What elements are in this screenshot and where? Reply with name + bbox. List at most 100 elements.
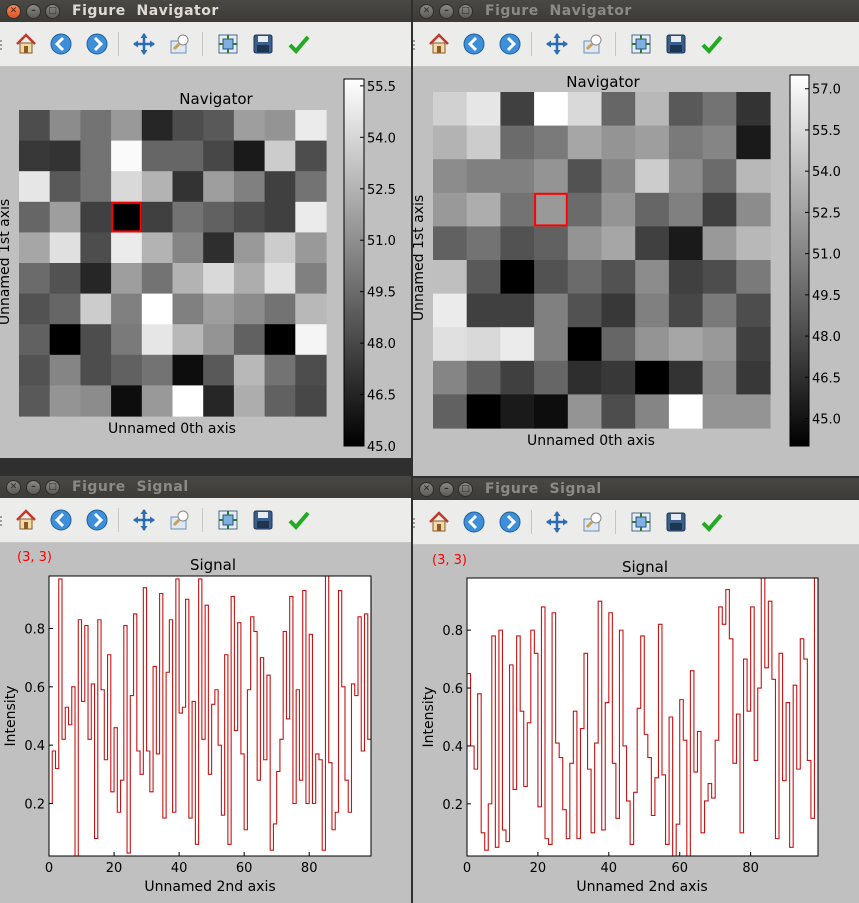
close-window-button[interactable]: ✕: [6, 480, 21, 495]
x-tick-label: 20: [530, 861, 547, 876]
figure-canvas[interactable]: (3, 3) Signal 0 20 40 60 80 0.2 0.4 0.6 0.8 Unnamed…: [0, 543, 411, 903]
pan-button[interactable]: [131, 507, 157, 533]
minimize-window-button[interactable]: –: [26, 4, 41, 19]
coordinate-label: (3, 3): [17, 550, 52, 565]
heatmap-cell: [233, 263, 266, 295]
pan-button[interactable]: [544, 31, 570, 57]
maximize-window-button[interactable]: □: [45, 480, 60, 495]
heatmap-cell: [264, 171, 296, 203]
maximize-window-button[interactable]: □: [45, 4, 60, 19]
heatmap-cell: [668, 192, 704, 227]
signal-plot[interactable]: (3, 3) Signal 0 20 40 60 80 0.2 0.4 0.6 0.8 Unnamed…: [413, 545, 859, 903]
close-window-button[interactable]: ✕: [419, 482, 434, 497]
heatmap-cell: [172, 385, 204, 417]
close-window-button[interactable]: ✕: [6, 4, 21, 19]
toolbar-grip[interactable]: [413, 518, 419, 528]
zoom-button[interactable]: [580, 509, 606, 535]
heatmap-cell: [601, 226, 636, 261]
heatmap-cell: [601, 293, 636, 328]
window-titlebar[interactable]: ✕ – □ Figure Signal: [0, 476, 411, 498]
figure-toolbar: [413, 22, 859, 67]
subplots-button[interactable]: [215, 507, 241, 533]
y-axis-label: Unnamed 1st axis: [413, 195, 427, 321]
save-icon: [253, 34, 273, 54]
heatmap-cell: [736, 226, 771, 261]
heatmap-cell: [668, 260, 704, 295]
toolbar-separator: [118, 32, 119, 56]
maximize-window-button[interactable]: □: [458, 4, 473, 19]
heatmap-cell: [534, 192, 569, 227]
save-button[interactable]: [250, 31, 276, 57]
figure-canvas[interactable]: (3, 3) Signal 0 20 40 60 80 0.2 0.4 0.6 0.8 Unnamed…: [413, 545, 859, 903]
heatmap-cell: [601, 159, 636, 194]
plot-axes: [48, 575, 372, 857]
toolbar-separator: [615, 510, 616, 534]
heatmap-cell: [668, 360, 704, 395]
home-button[interactable]: [13, 31, 39, 57]
back-button[interactable]: [461, 509, 487, 535]
zoom-button[interactable]: [167, 31, 193, 57]
checkmark-button[interactable]: [699, 31, 725, 57]
toolbar-grip[interactable]: [0, 40, 6, 50]
forward-button[interactable]: [84, 507, 110, 533]
heatmap-cell: [203, 385, 235, 417]
subplots-button[interactable]: [628, 31, 654, 57]
zoom-button[interactable]: [167, 507, 193, 533]
forward-button[interactable]: [84, 31, 110, 57]
toolbar-grip[interactable]: [413, 40, 419, 50]
forward-button[interactable]: [497, 31, 523, 57]
home-button[interactable]: [426, 31, 452, 57]
plot-frame: [48, 575, 372, 857]
heatmap-cell: [635, 260, 670, 295]
window-titlebar[interactable]: ✕ – □ Figure Signal: [413, 478, 859, 500]
checkmark-button[interactable]: [699, 509, 725, 535]
save-button[interactable]: [663, 31, 689, 57]
heatmap-cell: [141, 293, 174, 325]
heatmap-cell: [500, 394, 535, 429]
window-titlebar[interactable]: ✕ – □ Figure Navigator: [0, 0, 411, 22]
minimize-window-button[interactable]: –: [439, 482, 454, 497]
minimize-window-button[interactable]: –: [26, 480, 41, 495]
heatmap-cell: [264, 140, 296, 172]
navigator-plot[interactable]: Navigator Unnamed 0th axis Unnamed 1st axi…: [413, 67, 859, 476]
close-window-button[interactable]: ✕: [419, 4, 434, 19]
minimize-window-button[interactable]: –: [439, 4, 454, 19]
colorbar-tick-label: 51.0: [367, 234, 396, 249]
heatmap-cell: [49, 293, 81, 325]
pan-button[interactable]: [131, 31, 157, 57]
save-button[interactable]: [250, 507, 276, 533]
heatmap-cell: [19, 324, 51, 356]
subplots-button[interactable]: [215, 31, 241, 57]
figure-canvas[interactable]: Navigator Unnamed 0th axis Unnamed 1st axi…: [0, 67, 411, 458]
navigator-plot[interactable]: Navigator Unnamed 0th axis Unnamed 1st axi…: [0, 67, 411, 458]
back-button[interactable]: [48, 507, 74, 533]
heatmap-cell: [702, 125, 737, 160]
maximize-window-button[interactable]: □: [458, 482, 473, 497]
heatmap-cell: [534, 125, 569, 160]
heatmap-cell: [264, 263, 296, 295]
heatmap-cell: [49, 201, 81, 233]
window-titlebar[interactable]: ✕ – □ Figure Navigator: [413, 0, 859, 22]
save-button[interactable]: [663, 509, 689, 535]
forward-icon: [499, 33, 521, 55]
heatmap-cell: [19, 354, 51, 386]
toolbar-grip[interactable]: [0, 516, 6, 526]
subplots-button[interactable]: [628, 509, 654, 535]
checkmark-button[interactable]: [286, 507, 312, 533]
pan-button[interactable]: [544, 509, 570, 535]
home-button[interactable]: [426, 509, 452, 535]
figure-canvas[interactable]: Navigator Unnamed 0th axis Unnamed 1st axi…: [413, 67, 859, 476]
signal-plot[interactable]: (3, 3) Signal 0 20 40 60 80 0.2 0.4 0.6 0.8 Unnamed…: [0, 543, 411, 903]
checkmark-button[interactable]: [286, 31, 312, 57]
heatmap-cell: [80, 385, 112, 417]
heatmap-cell: [295, 293, 327, 325]
heatmap-cell: [19, 171, 51, 203]
back-button[interactable]: [48, 31, 74, 57]
figure-toolbar: [0, 498, 411, 543]
back-button[interactable]: [461, 31, 487, 57]
forward-button[interactable]: [497, 509, 523, 535]
zoom-button[interactable]: [580, 31, 606, 57]
home-button[interactable]: [13, 507, 39, 533]
heatmap-cell: [601, 92, 636, 127]
x-tick-label: 40: [171, 861, 188, 876]
